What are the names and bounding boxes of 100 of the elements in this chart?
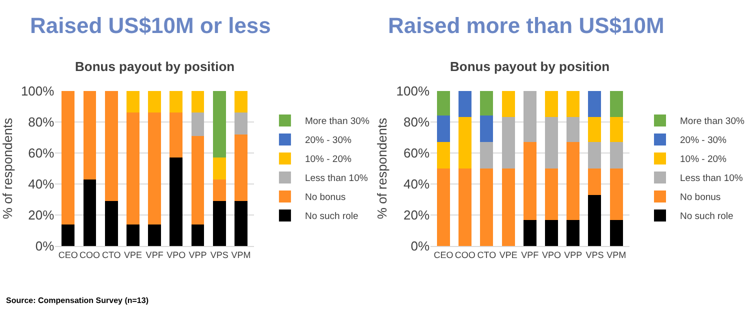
bar [437,168,450,246]
bar [610,220,623,246]
legend-label: 20% - 30% [304,135,352,146]
x-tick-label: VPE [499,250,518,260]
legend-label: More than 30% [304,116,370,128]
bar [588,194,602,246]
bar [126,224,140,246]
bar [502,168,515,246]
x-tick-label: CEO [434,250,454,260]
bar [610,142,623,169]
y-tick-label: 80% [28,114,55,130]
bar [480,168,494,246]
legend-label: 10% - 20% [680,154,728,166]
y-tick-label: 60% [28,146,55,161]
bar [234,134,248,202]
y-tick-label: 100% [20,83,55,98]
bar [588,90,602,118]
x-tick-label: COO [454,250,476,260]
bar [480,142,494,169]
x-tick-label: CEO [58,250,78,260]
bar [191,136,204,224]
bar [458,117,472,169]
bar [62,224,75,246]
bar [148,112,162,224]
x-tick-label: VPO [166,250,186,260]
bar [502,90,515,118]
chart-subtitle: Bonus payout by position [75,59,235,74]
bar [502,117,515,169]
y-axis-title: % of respondents [374,117,390,220]
x-tick-label: CTO [477,250,496,260]
bar [191,112,204,136]
bar [458,168,472,246]
legend-label: Less than 10% [680,173,744,184]
bar [83,179,96,246]
bar [610,90,623,118]
bar [545,168,558,220]
legend-label: 20% - 30% [680,135,728,146]
bar [170,112,183,158]
bar [212,179,226,202]
y-tick-label: 80% [404,114,430,130]
legend-label: No such role [680,211,734,222]
bar [83,90,96,180]
x-tick-label: VPE [124,250,142,260]
bar [545,90,558,118]
bar [566,117,580,142]
bar [545,117,558,169]
bar [566,90,580,118]
x-tick-label: VPP [188,250,207,260]
bar [212,90,226,158]
y-tick-label: 60% [404,146,430,161]
bar [104,201,118,246]
bar [523,142,536,220]
x-tick-label: VPM [231,250,251,260]
x-tick-label: COO [80,250,100,260]
bar [566,220,580,246]
source-note: Source: Compensation Survey (n=13) [6,296,149,305]
x-tick-label: VPS [210,250,228,260]
y-tick-label: 20% [28,208,55,223]
x-tick-label: VPP [564,250,582,260]
x-tick-label: VPM [606,250,626,260]
bar [523,90,536,142]
legend-label: 10% - 20% [304,154,352,166]
bar [212,201,226,246]
y-tick-label: 100% [396,83,430,98]
bar [148,90,162,113]
bar [610,117,623,142]
bar [437,142,450,169]
legend-label: No bonus [304,192,346,204]
bar [610,168,623,220]
legend-label: No bonus [680,192,721,204]
bar [170,90,183,113]
y-tick-label: 40% [28,176,55,192]
y-tick-label: 0% [35,238,55,254]
x-tick-label: VPF [146,250,164,260]
x-tick-label: VPO [542,250,562,260]
bar [234,201,248,246]
bar [437,116,450,142]
x-tick-label: VPS [586,250,604,260]
bar [234,112,248,134]
legend-label: No such role [304,211,358,222]
bar [588,168,602,195]
x-tick-label: CTO [102,250,121,260]
chart-subtitle: Bonus payout by position [450,59,610,74]
bar [126,112,140,224]
bar [523,220,536,246]
bar [458,90,472,118]
bar [480,90,494,116]
bar [437,90,450,116]
bar [588,142,602,169]
bar [148,224,162,246]
y-tick-label: 0% [410,238,430,254]
x-tick-label: VPF [521,250,540,260]
bar [104,90,118,202]
bar [566,142,580,220]
y-tick-label: 20% [404,208,430,223]
bar [191,90,204,113]
bar [126,90,140,113]
bar [170,158,183,246]
y-tick-label: 40% [404,176,430,192]
chart-title: Raised US$10M or less [30,13,271,38]
